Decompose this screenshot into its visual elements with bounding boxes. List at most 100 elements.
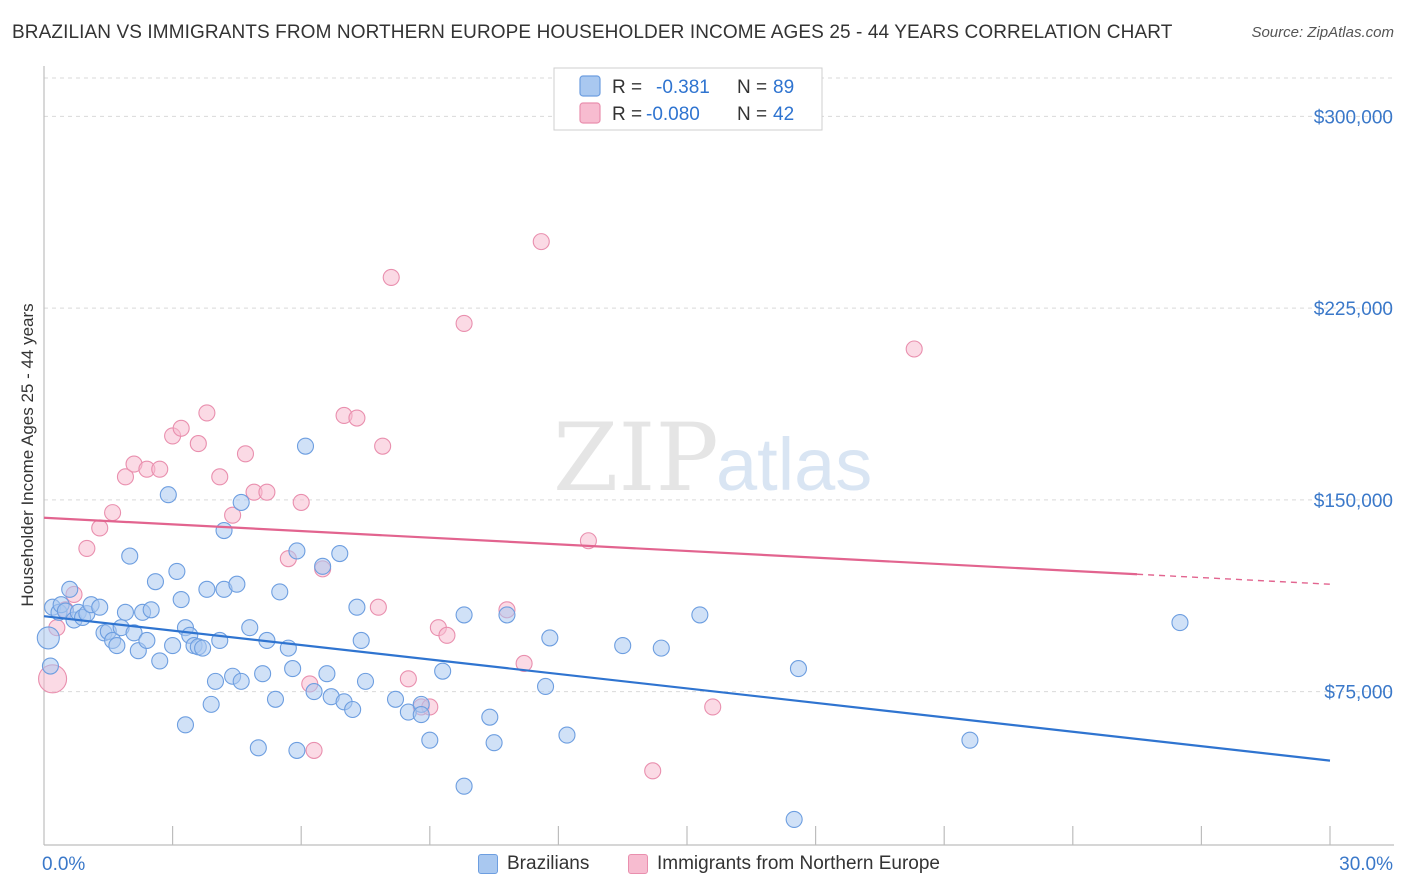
brazilians-point — [305, 683, 323, 701]
brazilians-point — [288, 741, 306, 759]
legend-item-northern-europe: Immigrants from Northern Europe — [628, 852, 940, 876]
brazilians-point — [159, 486, 177, 504]
brazilians-point — [434, 662, 452, 680]
brazilians-point — [296, 437, 315, 455]
brazilians-point — [541, 629, 559, 647]
legend-r-value: -0.381 — [656, 77, 710, 98]
northern-europe-point — [151, 460, 169, 478]
legend-swatch-northern-europe — [628, 854, 648, 874]
northern-europe-point — [438, 626, 456, 644]
northern-europe-point — [348, 409, 366, 427]
brazilians-point — [331, 544, 349, 563]
brazilians-point — [455, 606, 473, 624]
legend-swatch-pink — [579, 102, 601, 124]
northern-europe-point — [644, 762, 662, 780]
brazilians-point — [168, 562, 186, 580]
brazilians-point — [151, 652, 169, 670]
x-tick-label: 30.0% — [1339, 854, 1393, 875]
legend-r-label: R = — [612, 77, 642, 98]
northern-europe-point — [369, 598, 387, 616]
northern-europe-point — [382, 268, 400, 286]
legend-r-label: R = — [612, 104, 642, 125]
northern-europe-point — [532, 233, 550, 251]
brazilians-point — [121, 547, 139, 565]
legend-swatch-brazilians — [478, 854, 498, 874]
northern-europe-point — [704, 698, 722, 716]
y-tick-label: $150,000 — [1314, 491, 1393, 512]
northern-europe-point — [172, 419, 190, 437]
brazilians-point — [138, 631, 156, 650]
brazilians-point — [498, 606, 516, 624]
brazilians-point — [288, 542, 306, 560]
northern-europe-point — [374, 437, 392, 455]
legend-n-label: N = — [737, 77, 767, 98]
brazilians-point — [614, 637, 632, 655]
legend-swatch-blue — [579, 75, 601, 97]
brazilians-point — [206, 672, 225, 690]
brazilians-point — [386, 690, 405, 708]
axes — [43, 66, 1394, 846]
brazilians-point — [176, 716, 195, 734]
brazilians-point — [455, 777, 473, 795]
brazilians-point — [271, 583, 289, 601]
correlation-legend: R = -0.381 N = 89 R = -0.080 N = 42 — [553, 67, 823, 131]
brazilians-point — [352, 631, 370, 650]
brazilians-point — [108, 637, 126, 655]
legend-label-brazilians: Brazilians — [507, 853, 590, 874]
legend-n-label: N = — [737, 104, 767, 125]
data-points — [36, 233, 1189, 828]
y-tick-label: $75,000 — [1324, 683, 1393, 704]
brazilians-point — [481, 708, 499, 726]
brazilians-point — [691, 606, 709, 624]
northern-europe-point — [292, 493, 310, 511]
northern-europe-point — [258, 483, 276, 501]
y-tick-label: $225,000 — [1314, 299, 1393, 320]
northern-europe-point — [224, 506, 242, 524]
brazilians-point — [318, 665, 336, 683]
brazilians-point — [558, 726, 576, 744]
brazilians-point — [1171, 614, 1189, 632]
brazilians-point — [961, 731, 979, 749]
legend-n-value: 89 — [773, 77, 794, 98]
northern-europe-point — [905, 340, 923, 358]
legend-label-northern-europe: Immigrants from Northern Europe — [657, 853, 940, 874]
brazilians-point — [314, 557, 332, 575]
legend-n-value: 42 — [773, 104, 794, 125]
tick-labels: $75,000 $150,000 $225,000 $300,000 0.0% 30.0% — [42, 107, 1393, 875]
brazilians-point — [485, 734, 503, 752]
brazilians-point — [536, 677, 555, 696]
brazilians-point — [228, 575, 246, 593]
brazilians-point — [91, 598, 109, 616]
source-label: Source: ZipAtlas.com — [1251, 24, 1394, 41]
brazilians-point — [198, 580, 216, 598]
brazilians-point — [356, 672, 375, 690]
x-tick-label: 0.0% — [42, 854, 85, 875]
northern-europe-point — [91, 519, 109, 537]
brazilians-point — [61, 580, 79, 598]
brazilians-point — [142, 601, 160, 619]
watermark: ZIP atlas — [553, 404, 872, 513]
brazilians-point — [232, 493, 250, 511]
brazilians-point — [172, 591, 190, 609]
brazilians-point — [194, 639, 212, 657]
brazilians-point — [116, 603, 134, 621]
northern-europe-point — [189, 435, 207, 453]
brazilians-point — [146, 573, 165, 591]
brazilians-trend-line — [43, 615, 1331, 762]
brazilians-point — [254, 665, 272, 683]
brazilians-point — [652, 639, 670, 657]
brazilians-point — [785, 810, 803, 828]
chart-title: BRAZILIAN VS IMMIGRANTS FROM NORTHERN EU… — [12, 22, 1173, 43]
brazilians-point — [202, 695, 220, 713]
brazilians-point — [125, 624, 143, 642]
y-tick-label: $300,000 — [1314, 107, 1393, 128]
northern-europe-point — [211, 468, 229, 486]
brazilians-point — [344, 700, 362, 719]
northern-europe-point — [198, 404, 216, 422]
northern-europe-point — [104, 504, 122, 522]
brazilians-point — [232, 672, 250, 690]
brazilians-point — [412, 706, 430, 724]
brazilians-point — [421, 731, 439, 749]
brazilians-point — [41, 657, 59, 675]
